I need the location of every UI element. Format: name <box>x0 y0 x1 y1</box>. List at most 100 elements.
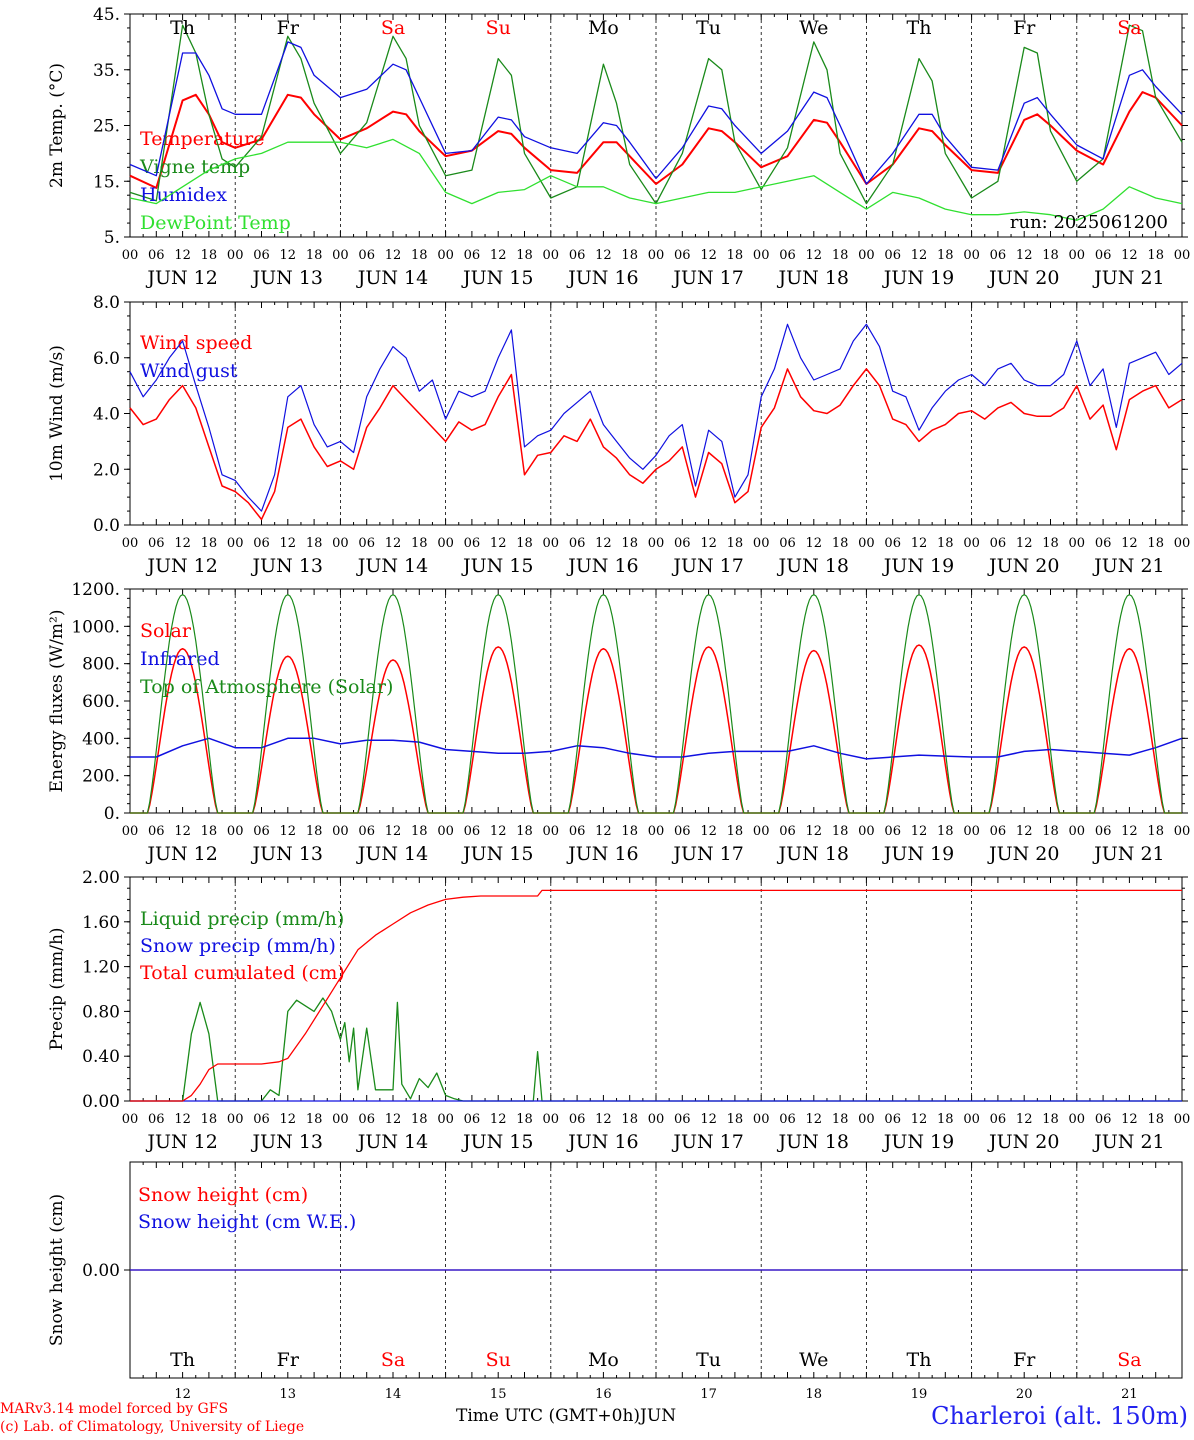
date-label: JUN 12 <box>145 1131 217 1153</box>
y-tick-label: 0. <box>104 804 120 824</box>
day-number-label: 17 <box>700 1387 717 1402</box>
weekday-label: Sa <box>381 1349 405 1371</box>
hour-tick-label: 12 <box>280 248 297 263</box>
hour-tick-label: 06 <box>779 248 796 263</box>
hour-tick-label: 18 <box>1147 536 1164 551</box>
legend-item: Snow height (cm W.E.) <box>138 1211 356 1233</box>
hour-tick-label: 12 <box>911 1112 928 1127</box>
weekday-label: We <box>799 17 828 39</box>
series-line <box>130 593 1182 814</box>
weekday-label: Sa <box>381 17 405 39</box>
hour-tick-label: 06 <box>569 824 586 839</box>
legend-item: Infrared <box>140 648 220 670</box>
y-tick-label: 0.40 <box>82 1047 120 1067</box>
hour-tick-label: 00 <box>543 248 560 263</box>
weekday-label: Tu <box>696 1349 721 1371</box>
hour-tick-label: 06 <box>1095 824 1112 839</box>
hour-tick-label: 00 <box>963 824 980 839</box>
hour-tick-label: 06 <box>569 1112 586 1127</box>
hour-tick-label: 00 <box>437 1112 454 1127</box>
date-label: JUN 15 <box>461 267 533 289</box>
hour-tick-label: 18 <box>516 248 533 263</box>
y-axis-label: 2m Temp. (°C) <box>47 63 67 188</box>
hour-tick-label: 00 <box>122 1112 139 1127</box>
hour-tick-label: 06 <box>464 536 481 551</box>
hour-tick-label: 18 <box>937 1112 954 1127</box>
weekday-label: Su <box>486 1349 511 1371</box>
hour-tick-label: 06 <box>884 1112 901 1127</box>
day-number-label: 21 <box>1121 1387 1138 1402</box>
hour-tick-label: 18 <box>1042 1112 1059 1127</box>
hour-tick-label: 12 <box>174 248 191 263</box>
hour-tick-label: 00 <box>648 536 665 551</box>
hour-tick-label: 06 <box>358 536 375 551</box>
hour-tick-label: 18 <box>937 536 954 551</box>
hour-tick-label: 18 <box>516 824 533 839</box>
weekday-label: Th <box>170 17 195 39</box>
y-tick-label: 35. <box>93 61 120 81</box>
y-tick-label: 0.0 <box>93 516 120 536</box>
weekday-label: Mo <box>588 17 619 39</box>
weekday-label: Sa <box>1117 1349 1141 1371</box>
hour-tick-label: 18 <box>727 536 744 551</box>
model-credit: MARv3.14 model forced by GFS <box>0 1401 229 1417</box>
date-label: JUN 20 <box>987 843 1059 865</box>
day-number-label: 13 <box>280 1387 297 1402</box>
y-axis-label: Energy fluxes (W/m²) <box>47 610 67 793</box>
legend-item: Wind speed <box>140 332 252 354</box>
hour-tick-label: 00 <box>648 248 665 263</box>
hour-tick-label: 12 <box>385 248 402 263</box>
hour-tick-label: 06 <box>358 824 375 839</box>
hour-tick-label: 00 <box>858 248 875 263</box>
hour-tick-label: 18 <box>306 824 323 839</box>
legend-item: Liquid precip (mm/h) <box>140 908 344 930</box>
hour-tick-label: 18 <box>201 536 218 551</box>
date-label: JUN 20 <box>987 1131 1059 1153</box>
hour-tick-label: 00 <box>543 1112 560 1127</box>
hour-tick-label: 00 <box>227 1112 244 1127</box>
hour-tick-label: 06 <box>148 536 165 551</box>
date-label: JUN 16 <box>566 555 638 577</box>
hour-tick-label: 00 <box>332 1112 349 1127</box>
panel-2: 0.0 2.0 4.0 6.0 8.0 10m Wind (m/s) Wind speed W… <box>47 293 1190 577</box>
hour-tick-label: 00 <box>122 536 139 551</box>
hour-tick-label: 12 <box>490 1112 507 1127</box>
hour-tick-label: 06 <box>674 248 691 263</box>
hour-tick-label: 06 <box>569 248 586 263</box>
y-tick-label: 200. <box>82 767 120 787</box>
hour-tick-label: 06 <box>569 536 586 551</box>
x-axis-month: JUN <box>640 1406 677 1426</box>
date-label: JUN 17 <box>671 555 743 577</box>
hour-tick-label: 12 <box>1016 536 1033 551</box>
panel-4: 0.00 0.40 0.80 1.20 1.60 2.00 Precip (mm/h) Liq… <box>47 868 1190 1153</box>
weekday-label: Sa <box>1117 17 1141 39</box>
date-label: JUN 21 <box>1092 843 1164 865</box>
hour-tick-label: 18 <box>411 824 428 839</box>
hour-tick-label: 12 <box>490 824 507 839</box>
series-line <box>130 737 1183 760</box>
date-label: JUN 16 <box>566 267 638 289</box>
hour-tick-label: 12 <box>490 536 507 551</box>
date-label: JUN 21 <box>1092 1131 1164 1153</box>
y-tick-label: 400. <box>82 729 120 749</box>
y-tick-label: 0.80 <box>82 1002 120 1022</box>
hour-tick-label: 06 <box>990 248 1007 263</box>
day-number-label: 18 <box>806 1387 823 1402</box>
y-tick-label: 1.20 <box>82 958 120 978</box>
hour-tick-label: 12 <box>806 248 823 263</box>
hour-tick-label: 00 <box>1069 536 1086 551</box>
hour-tick-label: 12 <box>1121 536 1138 551</box>
date-label: JUN 14 <box>356 267 428 289</box>
panel-frame <box>129 588 1183 814</box>
hour-tick-label: 12 <box>385 824 402 839</box>
hour-tick-label: 12 <box>174 536 191 551</box>
date-label: JUN 13 <box>251 555 323 577</box>
hour-tick-label: 00 <box>963 248 980 263</box>
hour-tick-label: 00 <box>753 824 770 839</box>
panel-5: 0.00 Snow height (cm) Snow height (cm) Snow… <box>47 1161 1188 1379</box>
hour-tick-label: 18 <box>1147 1112 1164 1127</box>
hour-tick-label: 06 <box>148 248 165 263</box>
hour-tick-label: 18 <box>621 1112 638 1127</box>
hour-tick-label: 18 <box>201 824 218 839</box>
hour-tick-label: 12 <box>700 824 717 839</box>
